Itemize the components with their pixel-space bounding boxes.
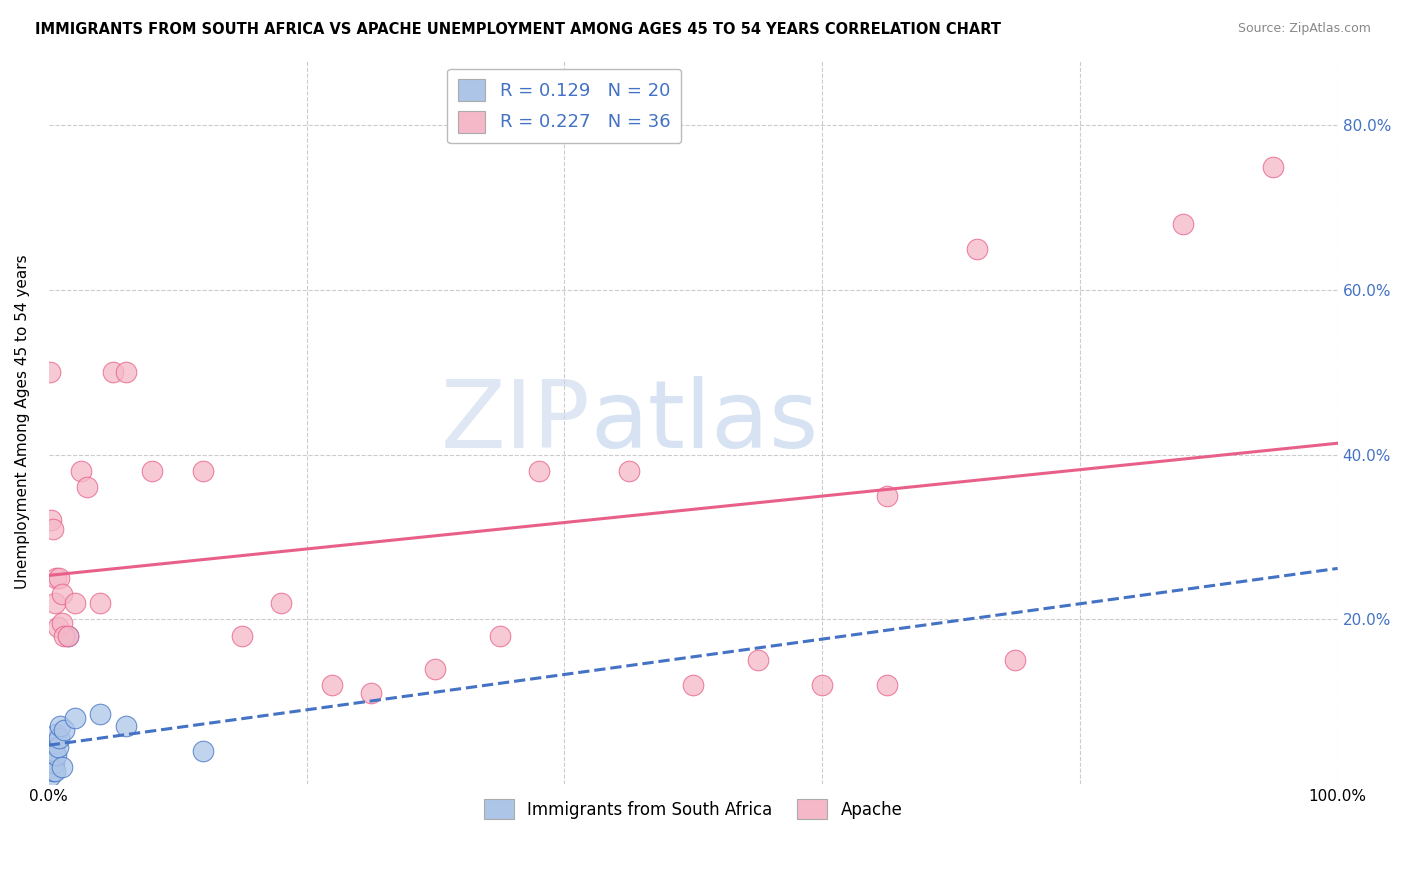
- Point: [53, 629, 76, 643]
- Point: [103, 365, 125, 379]
- Point: [41, 760, 63, 774]
- Point: [76, 481, 98, 495]
- Point: [141, 464, 163, 478]
- Point: [45, 727, 67, 741]
- Point: [811, 678, 834, 692]
- Point: [39, 768, 62, 782]
- Point: [70, 464, 93, 478]
- Point: [42, 756, 65, 771]
- Text: Source: ZipAtlas.com: Source: ZipAtlas.com: [1237, 22, 1371, 36]
- Text: atlas: atlas: [591, 376, 818, 467]
- Point: [44, 596, 66, 610]
- Point: [48, 731, 70, 746]
- Point: [231, 629, 253, 643]
- Point: [1004, 653, 1026, 667]
- Legend: Immigrants from South Africa, Apache: Immigrants from South Africa, Apache: [477, 792, 910, 826]
- Y-axis label: Unemployment Among Ages 45 to 54 years: Unemployment Among Ages 45 to 54 years: [15, 254, 30, 589]
- Point: [527, 464, 550, 478]
- Point: [115, 719, 138, 733]
- Point: [966, 242, 988, 256]
- Point: [46, 739, 69, 754]
- Point: [193, 464, 215, 478]
- Point: [53, 723, 76, 738]
- Point: [89, 706, 111, 721]
- Point: [115, 365, 138, 379]
- Point: [321, 678, 343, 692]
- Point: [1263, 160, 1285, 174]
- Point: [41, 513, 63, 527]
- Text: ZIP: ZIP: [440, 376, 591, 467]
- Point: [51, 616, 73, 631]
- Point: [45, 571, 67, 585]
- Point: [270, 596, 292, 610]
- Point: [39, 365, 62, 379]
- Point: [425, 661, 447, 675]
- Point: [44, 736, 66, 750]
- Point: [45, 747, 67, 762]
- Point: [747, 653, 769, 667]
- Point: [41, 522, 63, 536]
- Point: [876, 678, 898, 692]
- Point: [193, 744, 215, 758]
- Point: [617, 464, 640, 478]
- Point: [51, 760, 73, 774]
- Point: [360, 686, 382, 700]
- Point: [41, 752, 63, 766]
- Point: [48, 571, 70, 585]
- Point: [1171, 217, 1194, 231]
- Point: [49, 719, 72, 733]
- Point: [63, 711, 86, 725]
- Text: IMMIGRANTS FROM SOUTH AFRICA VS APACHE UNEMPLOYMENT AMONG AGES 45 TO 54 YEARS CO: IMMIGRANTS FROM SOUTH AFRICA VS APACHE U…: [35, 22, 1001, 37]
- Point: [41, 764, 63, 779]
- Point: [56, 629, 79, 643]
- Point: [489, 629, 512, 643]
- Point: [44, 764, 66, 779]
- Point: [46, 620, 69, 634]
- Point: [51, 587, 73, 601]
- Point: [89, 596, 111, 610]
- Point: [63, 596, 86, 610]
- Point: [876, 489, 898, 503]
- Point: [682, 678, 704, 692]
- Point: [56, 629, 79, 643]
- Point: [42, 744, 65, 758]
